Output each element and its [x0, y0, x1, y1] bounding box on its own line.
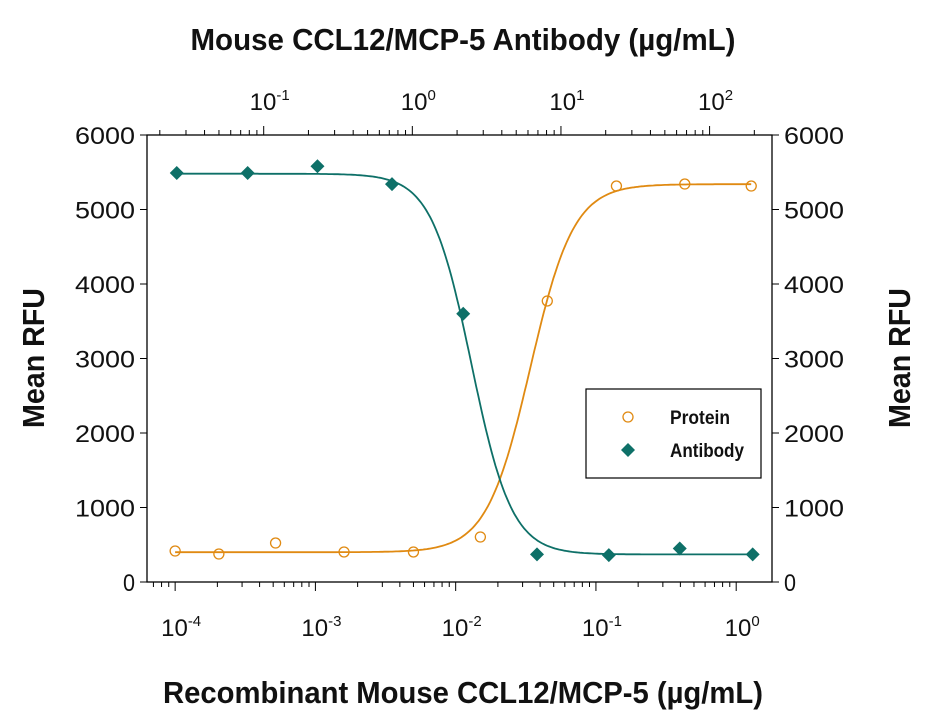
y-tick-label-left: 4000 [75, 272, 135, 299]
bottom-axis-title: Recombinant Mouse CCL12/MCP-5 (µg/mL) [163, 675, 763, 710]
y-tick-label-right: 4000 [784, 272, 844, 299]
data-point-protein [541, 295, 553, 307]
x-tick-label-top: 100 [401, 87, 436, 116]
y-tick-label-left: 1000 [75, 496, 135, 523]
legend-box [585, 388, 762, 479]
legend-antibody-marker [621, 443, 635, 457]
x-tick-label-bottom: 10-4 [161, 613, 201, 642]
left-axis-title: Mean RFU [16, 288, 51, 428]
x-tick-label-bottom: 10-3 [301, 613, 341, 642]
y-tick-label-left: 5000 [75, 198, 135, 225]
right-axis-title: Mean RFU [882, 288, 917, 428]
legend-antibody-label: Antibody [670, 441, 744, 462]
fit-curve-protein [175, 183, 752, 554]
y-tick-label-left: 3000 [75, 347, 135, 374]
data-point-antibody [456, 306, 471, 321]
plot-frame [146, 134, 773, 583]
data-point-protein [269, 537, 282, 549]
legend-protein-marker [622, 411, 634, 423]
data-point-antibody [530, 547, 545, 562]
data-point-antibody [672, 541, 687, 556]
data-point-protein [213, 548, 225, 560]
fit-curve-antibody [176, 172, 753, 556]
data-point-protein [610, 180, 623, 192]
data-point-protein [338, 546, 350, 558]
x-tick-label-top: 101 [549, 87, 584, 116]
x-tick-label-bottom: 10-1 [582, 613, 622, 642]
y-tick-label-left: 0 [123, 570, 135, 597]
top-axis-title: Mouse CCL12/MCP-5 Antibody (µg/mL) [191, 22, 736, 57]
data-point-antibody [169, 165, 184, 180]
y-tick-label-right: 6000 [784, 123, 844, 150]
y-tick-label-right: 1000 [784, 496, 844, 523]
x-tick-label-top: 10-1 [250, 87, 290, 116]
data-point-protein [679, 178, 691, 190]
data-point-antibody [745, 547, 760, 562]
x-tick-label-bottom: 100 [725, 613, 760, 642]
x-tick-label-top: 102 [698, 87, 733, 116]
y-tick-label-right: 2000 [784, 421, 844, 448]
legend: Protein Antibody [585, 388, 762, 479]
x-tick-label-bottom: 10-2 [442, 613, 482, 642]
data-point-protein [407, 546, 420, 558]
data-point-antibody [240, 165, 255, 180]
y-tick-label-right: 3000 [784, 347, 844, 374]
data-point-protein [474, 531, 487, 543]
data-point-protein [169, 545, 181, 557]
y-tick-label-left: 2000 [75, 421, 135, 448]
y-tick-label-right: 5000 [784, 198, 844, 225]
data-point-antibody [601, 548, 616, 563]
data-point-protein [745, 180, 757, 192]
y-tick-label-left: 6000 [75, 123, 135, 150]
data-point-antibody [385, 177, 400, 192]
y-tick-label-right: 0 [784, 570, 796, 597]
data-point-antibody [310, 159, 325, 174]
legend-protein-label: Protein [670, 408, 730, 429]
